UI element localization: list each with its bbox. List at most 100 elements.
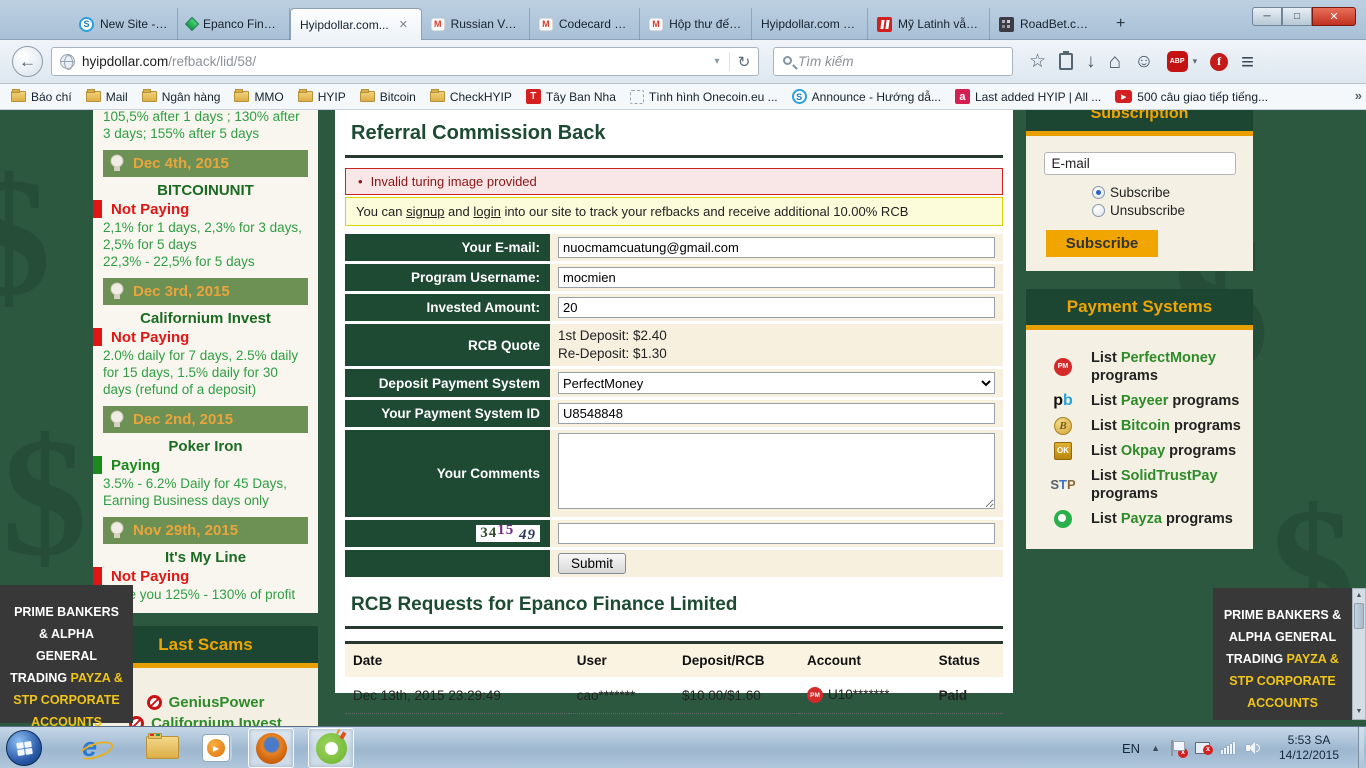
tab-hyipdollar-active[interactable]: Hyipdollar.com... ✕: [290, 8, 422, 40]
comments-field[interactable]: [558, 433, 995, 509]
bookmark-onecoin[interactable]: Tình hình Onecoin.eu ...: [623, 88, 785, 106]
unsubscribe-option[interactable]: Unsubscribe: [1092, 203, 1253, 218]
scroll-down-icon[interactable]: ▼: [1355, 708, 1363, 715]
firefox-icon: [255, 732, 287, 764]
subscribe-option[interactable]: Subscribe: [1092, 185, 1253, 200]
signup-link[interactable]: signup: [406, 204, 445, 219]
scrollbar-thumb[interactable]: [1354, 603, 1364, 629]
bookmark-folder-checkhyip[interactable]: CheckHYIP: [423, 88, 519, 106]
amount-field[interactable]: [558, 297, 995, 318]
file-explorer-icon[interactable]: [146, 733, 179, 759]
adblock-icon[interactable]: ABP: [1166, 51, 1188, 72]
tab-epanco[interactable]: Epanco Financ...: [178, 8, 290, 40]
payment-system-select[interactable]: PerfectMoney: [558, 372, 995, 394]
payment-id-field[interactable]: [558, 403, 995, 424]
submit-button[interactable]: Submit: [558, 553, 627, 574]
tab-new-site[interactable]: S New Site - Epa...: [70, 8, 178, 40]
downloads-icon[interactable]: ↓: [1086, 51, 1096, 72]
promo-banner-right[interactable]: PRIME BANKERS & ALPHA GENERAL TRADING PA…: [1213, 588, 1352, 720]
language-indicator[interactable]: EN: [1122, 740, 1141, 756]
status-bar-icon: [93, 200, 102, 218]
firefox-taskbar-button[interactable]: [248, 728, 294, 768]
radio-icon[interactable]: [1092, 204, 1105, 217]
tab-my-latinh[interactable]: Mỹ Latinh vẫn ...: [868, 8, 990, 40]
bookmark-folder-bao-chi[interactable]: Báo chí: [4, 88, 79, 106]
bookmark-folder-ngan-hang[interactable]: Ngân hàng: [135, 88, 228, 106]
subscription-email-field[interactable]: [1043, 152, 1236, 175]
reload-button[interactable]: ↻: [737, 53, 751, 71]
media-player-icon[interactable]: ▶: [202, 734, 230, 762]
bookmark-label: Announce - Hướng dẫ...: [811, 89, 941, 104]
coccoc-taskbar-button[interactable]: [308, 728, 354, 768]
back-button[interactable]: ←: [12, 46, 43, 77]
bookmark-folder-hyip[interactable]: HYIP: [291, 88, 353, 106]
start-button[interactable]: [6, 730, 42, 766]
action-center-flag-icon[interactable]: x: [1171, 740, 1188, 758]
email-field[interactable]: [558, 237, 995, 258]
tab-inbox[interactable]: M Hộp thư đến (1...: [640, 8, 752, 40]
maximize-button[interactable]: □: [1282, 7, 1312, 26]
scroll-up-icon[interactable]: ▲: [1355, 592, 1363, 599]
bookmarks-overflow-icon[interactable]: »: [1354, 88, 1362, 103]
username-field[interactable]: [558, 267, 995, 288]
list-perfectmoney-link[interactable]: PM List PerfectMoney programs: [1032, 349, 1247, 385]
hidden-icons-arrow[interactable]: ▲: [1151, 743, 1160, 753]
bookmark-star-icon[interactable]: ☆: [1029, 51, 1047, 72]
feedback-smiley-icon[interactable]: ☺: [1134, 51, 1154, 72]
tab-strip: S New Site - Epa... Epanco Financ... Hyi…: [70, 8, 1139, 40]
home-icon[interactable]: ⌂: [1108, 50, 1122, 73]
program-terms: 2,1% for 1 days, 2,3% for 3 days, 2,5% f…: [103, 220, 302, 269]
col-status: Status: [930, 642, 1003, 677]
menu-icon[interactable]: ≡: [1241, 48, 1255, 74]
bookmark-last-added-hyip[interactable]: a Last added HYIP | All ...: [948, 87, 1108, 106]
adblock-caret-icon[interactable]: ▾: [1192, 56, 1198, 66]
bulb-icon: [110, 521, 124, 538]
list-bitcoin-link[interactable]: B List Bitcoin programs: [1032, 417, 1247, 435]
subscribe-button[interactable]: Subscribe: [1046, 230, 1158, 257]
bookmarks-panel-icon[interactable]: [1059, 51, 1074, 70]
new-tab-button[interactable]: +: [1116, 15, 1126, 32]
radio-selected-icon[interactable]: [1092, 186, 1105, 199]
taskbar-clock[interactable]: 5:53 SA 14/12/2015: [1271, 733, 1347, 763]
program-name-link[interactable]: Californium Invest: [140, 310, 271, 327]
bookmark-youtube[interactable]: ▶ 500 câu giao tiếp tiếng...: [1108, 88, 1275, 106]
captcha-field[interactable]: [558, 523, 995, 544]
login-link[interactable]: login: [473, 204, 501, 219]
banner-scrollbar[interactable]: ▲ ▼: [1352, 588, 1366, 720]
volume-icon[interactable]: [1246, 742, 1260, 754]
url-bar[interactable]: hyipdollar.com/refback/lid/58/ ▾ ↻: [51, 47, 759, 76]
url-dropdown-icon[interactable]: ▾: [714, 56, 720, 67]
bookmark-announce[interactable]: S Announce - Hướng dẫ...: [785, 87, 948, 106]
program-name-link[interactable]: It's My Line: [164, 549, 247, 566]
bookmark-folder-mmo[interactable]: MMO: [227, 88, 290, 106]
network-icon[interactable]: x: [1195, 742, 1213, 755]
bookmarks-bar: Báo chí Mail Ngân hàng MMO HYIP Bitcoin …: [0, 84, 1366, 110]
list-okpay-link[interactable]: OK List Okpay programs: [1032, 442, 1247, 460]
internet-explorer-icon[interactable]: e: [82, 732, 98, 762]
bookmark-tay-ban-nha[interactable]: T Tây Ban Nha: [519, 87, 623, 106]
show-desktop-button[interactable]: [1358, 727, 1364, 768]
promo-banner-left[interactable]: PRIME BANKERS & ALPHA GENERAL TRADING PA…: [0, 585, 133, 726]
facebook-addon-icon[interactable]: f: [1210, 52, 1229, 71]
tab-hyipdollar-2[interactable]: Hyipdollar.com - R...: [752, 8, 868, 40]
minimize-button[interactable]: ─: [1252, 7, 1282, 26]
bookmark-label: Last added HYIP | All ...: [974, 89, 1102, 104]
bookmark-folder-bitcoin[interactable]: Bitcoin: [353, 88, 423, 106]
tab-codecard[interactable]: M Codecard - ruo...: [530, 8, 640, 40]
info-text: You can: [356, 204, 407, 219]
tab-close-icon[interactable]: ✕: [398, 19, 408, 31]
list-payza-link[interactable]: List Payza programs: [1032, 510, 1247, 528]
program-name-link[interactable]: Poker Iron: [168, 438, 243, 455]
search-box[interactable]: Tìm kiếm: [773, 47, 1013, 76]
tab-russian-version[interactable]: M Russian Versio...: [422, 8, 530, 40]
program-name-link[interactable]: BITCOINUNIT: [157, 182, 254, 199]
scam-item[interactable]: GeniusPower: [93, 694, 318, 711]
tab-roadbet[interactable]: RoadBet.com -...: [990, 8, 1102, 40]
bookmark-folder-mail[interactable]: Mail: [79, 88, 135, 106]
wifi-signal-icon[interactable]: [1221, 742, 1235, 754]
close-button[interactable]: ✕: [1312, 7, 1356, 26]
taskbar: e ▶ EN ▲ x x 5:53 SA 14/12/2015: [0, 726, 1366, 768]
